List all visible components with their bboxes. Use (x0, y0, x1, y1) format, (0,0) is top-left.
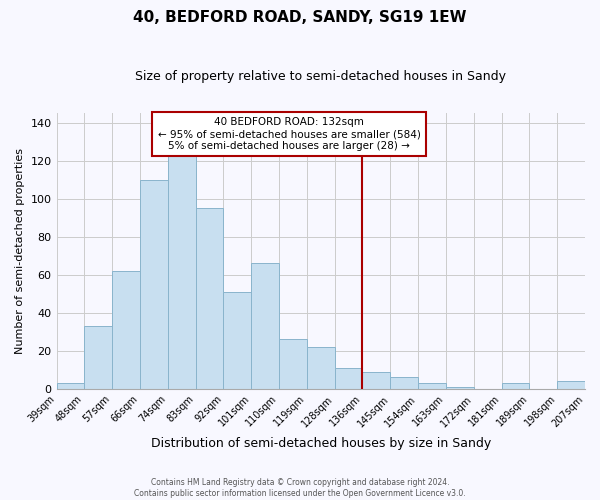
Bar (362, 372, 391, 389)
Bar (140, 180, 168, 389)
Bar (223, 292, 251, 389)
Bar (112, 271, 140, 389)
Bar (56, 383, 85, 389)
Bar (196, 208, 223, 389)
Bar (251, 264, 279, 389)
Title: Size of property relative to semi-detached houses in Sandy: Size of property relative to semi-detach… (135, 70, 506, 83)
Bar (335, 368, 362, 389)
Bar (391, 378, 418, 389)
Bar (168, 136, 196, 389)
Bar (279, 340, 307, 389)
Text: Contains HM Land Registry data © Crown copyright and database right 2024.
Contai: Contains HM Land Registry data © Crown c… (134, 478, 466, 498)
Text: 40 BEDFORD ROAD: 132sqm
← 95% of semi-detached houses are smaller (584)
5% of se: 40 BEDFORD ROAD: 132sqm ← 95% of semi-de… (158, 118, 421, 150)
Text: 40, BEDFORD ROAD, SANDY, SG19 1EW: 40, BEDFORD ROAD, SANDY, SG19 1EW (133, 10, 467, 25)
Y-axis label: Number of semi-detached properties: Number of semi-detached properties (15, 148, 25, 354)
Bar (502, 383, 529, 389)
Bar (85, 326, 112, 389)
Bar (557, 382, 585, 389)
X-axis label: Distribution of semi-detached houses by size in Sandy: Distribution of semi-detached houses by … (151, 437, 491, 450)
Bar (418, 383, 446, 389)
Bar (307, 347, 335, 389)
Bar (446, 387, 474, 389)
